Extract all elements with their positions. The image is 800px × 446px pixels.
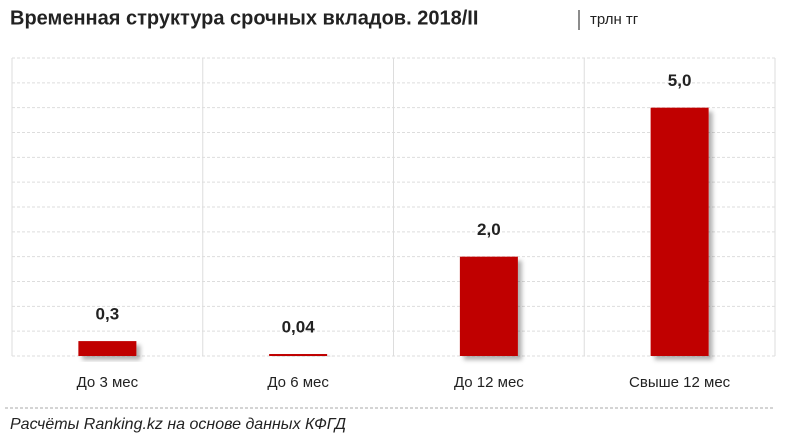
x-tick-label: До 3 мес [77,374,139,391]
x-tick-label: До 12 мес [454,374,524,391]
bar [650,107,709,357]
x-tick-label: Свыше 12 мес [629,374,731,391]
value-label: 2,0 [477,220,501,239]
value-label: 0,04 [282,317,316,336]
chart-title: Временная структура срочных вкладов. 201… [10,7,478,29]
value-label: 0,3 [96,305,120,324]
source-note: Расчёты Ranking.kz на основе данных КФГД [10,416,346,433]
bar [78,341,137,356]
unit-label: трлн тг [590,11,639,28]
bar [269,354,328,356]
bar [459,256,518,356]
x-tick-label: До 6 мес [267,374,329,391]
value-label: 5,0 [668,71,692,90]
